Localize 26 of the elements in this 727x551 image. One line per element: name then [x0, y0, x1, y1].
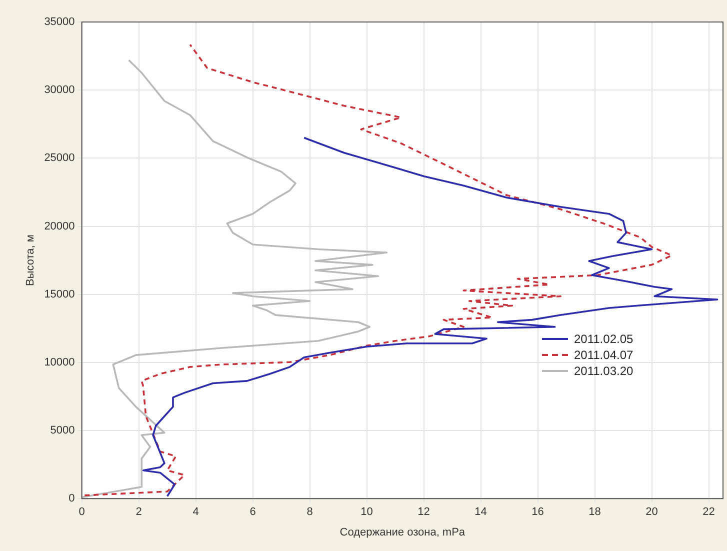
- legend-label: 2011.04.07: [574, 346, 634, 363]
- y-axis-title: Высота, м: [24, 234, 37, 286]
- x-tick-label: 6: [250, 506, 256, 518]
- y-tick-label: 5000: [50, 424, 75, 437]
- x-tick-label: 20: [646, 506, 658, 518]
- x-tick-label: 4: [192, 506, 199, 518]
- legend-label: 2011.03.20: [574, 362, 634, 379]
- y-tick-label: 0: [68, 492, 75, 505]
- y-tick-label: 35000: [44, 16, 75, 28]
- x-tick-label: 16: [532, 506, 544, 518]
- y-tick-label: 10000: [44, 356, 75, 368]
- legend-label: 2011.02.05: [574, 330, 634, 347]
- y-tick-label: 20000: [44, 220, 75, 232]
- y-tick-label: 30000: [44, 84, 75, 96]
- x-tick-label: 22: [702, 506, 715, 518]
- x-tick-label: 2: [136, 506, 142, 518]
- x-tick-label: 0: [78, 506, 85, 518]
- x-tick-label: 14: [474, 506, 487, 518]
- x-axis-title: Содержание озона, mPa: [340, 526, 466, 538]
- y-tick-label: 25000: [44, 152, 75, 164]
- x-tick-label: 18: [588, 506, 601, 518]
- x-tick-label: 12: [418, 506, 430, 518]
- y-tick-label: 15000: [44, 288, 75, 300]
- line-series: [84, 44, 673, 496]
- x-tick-label: 10: [360, 506, 373, 518]
- x-tick-label: 8: [306, 506, 313, 518]
